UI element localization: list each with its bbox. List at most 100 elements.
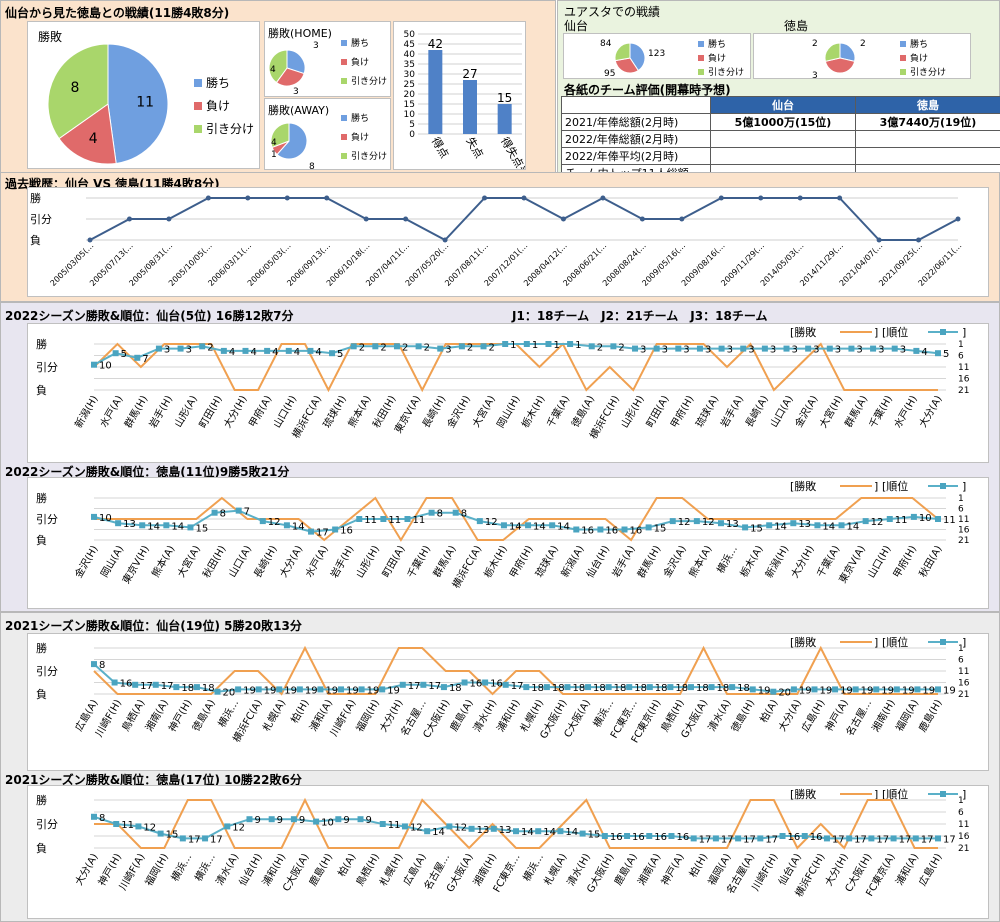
- season-rank-point: [735, 835, 742, 842]
- season-rank-label: 16: [810, 832, 823, 843]
- stadium-tokushima-label: 徳島: [784, 19, 809, 33]
- history-point: [639, 216, 645, 222]
- season-rank-label: 3: [813, 345, 819, 356]
- season-rank-point: [873, 686, 880, 693]
- season-result-line: [93, 645, 938, 696]
- season-rank-label: 9: [277, 815, 283, 826]
- season-rank-tick: 16: [958, 679, 970, 689]
- season-rank-point: [157, 830, 164, 837]
- season-rank-point: [437, 345, 444, 352]
- season-rank-label: 12: [678, 517, 691, 528]
- legend-win-label: 勝ち: [206, 76, 231, 90]
- season-rank-point: [91, 813, 97, 820]
- s22-sendai-title: 2022シーズン勝敗&順位：仙台(5位) 16勝12敗7分: [5, 309, 294, 323]
- bar-y-tick: 0: [409, 130, 415, 140]
- season-rank-point: [268, 816, 275, 823]
- season-y-label: 勝: [36, 641, 47, 655]
- season-rank-label: 3: [640, 345, 646, 356]
- season-rank-label: 19: [325, 685, 338, 696]
- pie-label-win: 8: [309, 162, 315, 170]
- history-y-label: 引分: [30, 212, 52, 226]
- season-rank-point: [440, 684, 447, 691]
- season-rank-label: 12: [268, 517, 281, 528]
- season-x-label: 甲府(A): [246, 393, 275, 430]
- bar: [497, 104, 512, 134]
- season-rank-label: 14: [774, 521, 787, 532]
- season-x-label: 金沢(H): [444, 393, 473, 430]
- season-2021-panel: 2021シーズン勝敗&順位：仙台(19位) 5勝20敗13分 [勝敗] [順位] 1…: [0, 612, 1000, 922]
- season-rank-point: [313, 818, 320, 825]
- season-x-label: 琉球(A): [693, 393, 722, 430]
- season-rank-point: [214, 688, 221, 695]
- eval-tokushima-value: 3億7440万(19位): [855, 113, 1000, 131]
- season-x-label: 横浜…: [714, 543, 740, 575]
- season-rank-point: [452, 509, 459, 516]
- season-rank-label: 15: [166, 830, 179, 841]
- season-rank-point: [139, 522, 146, 529]
- season-rank-point: [668, 833, 675, 839]
- season-rank-label: 18: [717, 683, 730, 694]
- away-legend-win-label: 勝ち: [351, 114, 370, 124]
- pie-label-draw: 8: [71, 80, 80, 96]
- season-rank-label: 12: [702, 517, 715, 528]
- season-rank-point: [242, 347, 249, 354]
- eval-header-blank: [561, 96, 711, 114]
- season-rank-point: [718, 345, 725, 352]
- season-rank-label: 9: [299, 815, 305, 826]
- season-rank-label: 20: [223, 688, 236, 699]
- season-rank-point: [404, 516, 411, 522]
- pie-label-draw: 4: [271, 138, 277, 148]
- season-x-label: 新潟(H): [72, 393, 101, 430]
- s22-sendai-chart: [勝敗] [順位]16111621勝引分負新潟(H)水戸(A)群馬(H)岩手(H)…: [36, 325, 970, 441]
- pie-slice-loss: [58, 103, 117, 165]
- season-rank-label: 12: [871, 517, 884, 528]
- season-rank-label: 19: [799, 685, 812, 696]
- season-rank-label: 16: [470, 679, 483, 690]
- season-rank-label: 19: [284, 685, 297, 696]
- season-rank-point: [329, 350, 336, 357]
- season-rank-label: 4: [921, 347, 927, 358]
- season-x-label: 千葉(A): [544, 393, 573, 430]
- pie-label-win: 2: [860, 39, 866, 49]
- history-point: [205, 195, 211, 201]
- pie-slice-draw: [47, 43, 109, 140]
- season-x-label: 山形(H): [619, 393, 647, 430]
- season-rank-label: 18: [449, 683, 462, 694]
- season-x-label: 柏(A): [757, 697, 781, 725]
- bar-value-label: 27: [462, 67, 477, 81]
- season-x-label: 大宮(H): [816, 393, 845, 430]
- season-x-label: 横浜…: [520, 851, 546, 883]
- season-rank-label: 15: [654, 523, 667, 534]
- season-rank-point: [372, 343, 379, 350]
- eval-row-label: 2022/年俸総額(2月時): [561, 130, 711, 148]
- season-rank-point: [646, 833, 653, 839]
- season-rank-point: [914, 686, 921, 693]
- season-legend-result: [勝敗: [790, 325, 816, 339]
- s21-sendai-box: [勝敗] [順位] 1 6 11 16 21 勝引分負広島(A) 川崎F(H) 鳥栖(A) 湘南(A…: [27, 633, 989, 771]
- eval-row: 2022/年俸平均(2月時): [561, 147, 1000, 165]
- season-rank-label: 11: [388, 820, 401, 831]
- s22-tokushima-title: 2022シーズン勝敗&順位：徳島(11位)9勝5敗21分: [5, 465, 290, 479]
- season-rank-point: [935, 686, 941, 693]
- season-rank-point: [335, 816, 342, 823]
- season-y-label: 引分: [36, 664, 58, 678]
- eval-sendai-value: [710, 147, 856, 165]
- season-rank-label: 5: [337, 349, 343, 360]
- season-rank-point: [742, 524, 749, 531]
- season-x-label: 大分(H): [788, 543, 817, 580]
- season-x-label: 神戸(A): [658, 851, 687, 888]
- season-x-label: 鹿島(H): [916, 697, 945, 734]
- season-rank-point: [173, 684, 180, 691]
- season-x-label: 岩手(A): [609, 543, 638, 580]
- season-rank-point: [283, 522, 290, 529]
- season-rank-tick: 1: [958, 494, 964, 504]
- season-x-label: 栃木(A): [737, 543, 766, 580]
- season-x-label: 徳島(A): [568, 393, 597, 430]
- history-point: [482, 195, 488, 201]
- pie-home-chart: 3 3 4: [268, 41, 319, 96]
- season-rank-point: [525, 522, 532, 529]
- s21-tokushima-box: [勝敗] [順位] 1 6 11 16 21 勝引分負大分(A) 神戸(H) 川崎F(A) 福岡(H…: [27, 785, 989, 919]
- season-rank-label: 17: [316, 528, 329, 539]
- season-rank-label: 10: [919, 513, 932, 524]
